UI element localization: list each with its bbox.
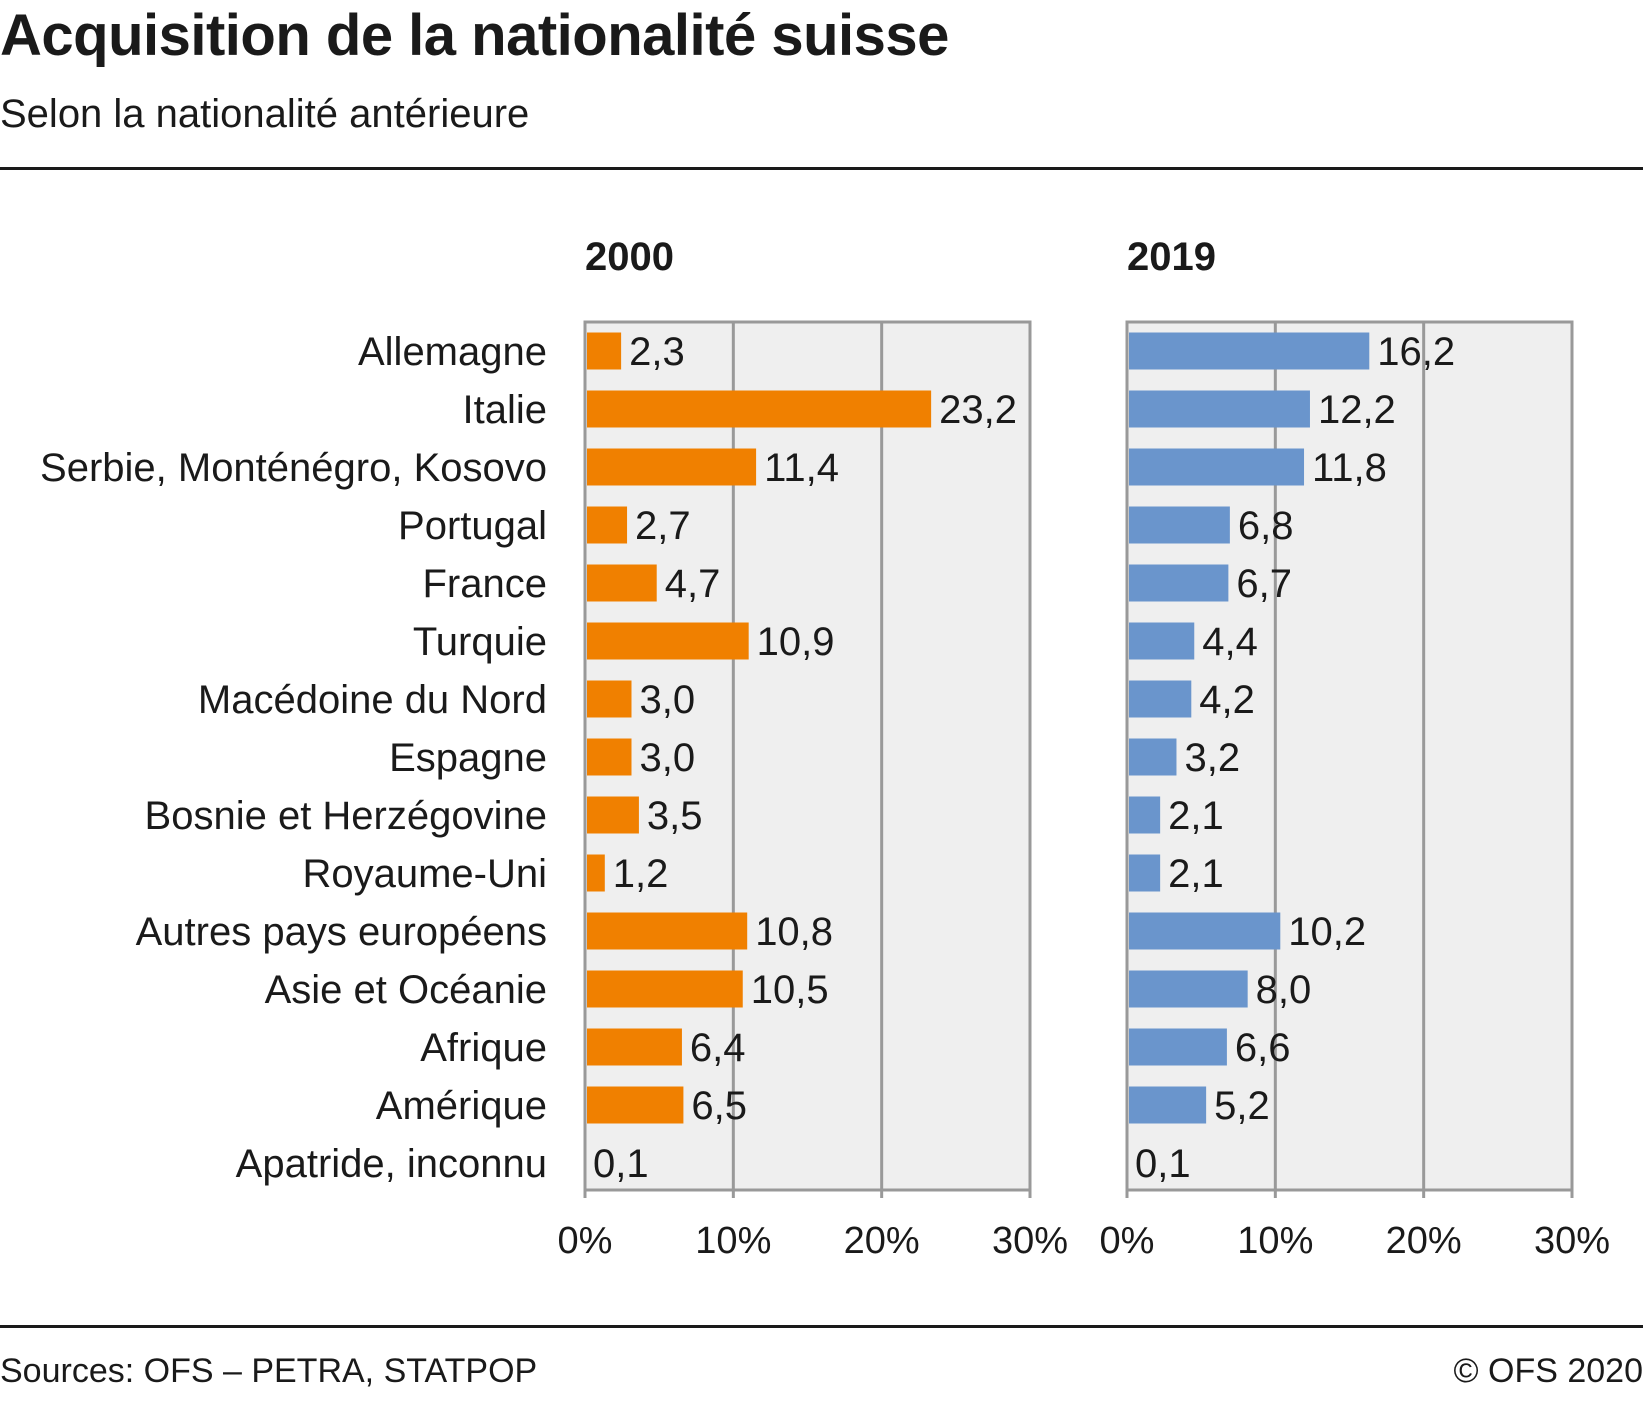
bar-2000 bbox=[587, 332, 622, 370]
value-label-2019: 6,8 bbox=[1238, 504, 1294, 548]
value-label-2000: 2,3 bbox=[629, 330, 685, 374]
category-label: Autres pays européens bbox=[136, 910, 547, 954]
bar-2019 bbox=[1129, 912, 1281, 950]
bar-2019 bbox=[1129, 1028, 1227, 1066]
value-label-2000: 1,2 bbox=[613, 852, 669, 896]
value-label-2000: 3,0 bbox=[640, 678, 696, 722]
bar-2000 bbox=[587, 448, 757, 486]
x-tick-label: 30% bbox=[1534, 1220, 1610, 1262]
bar-2000 bbox=[587, 564, 657, 602]
category-label: Royaume-Uni bbox=[302, 852, 547, 896]
value-label-2000: 10,5 bbox=[751, 968, 829, 1012]
bar-2019 bbox=[1129, 564, 1229, 602]
value-label-2019: 4,4 bbox=[1202, 620, 1258, 664]
bar-2019 bbox=[1129, 680, 1192, 718]
source-note: Sources: OFS – PETRA, STATPOP bbox=[0, 1352, 538, 1390]
value-label-2019: 6,6 bbox=[1235, 1026, 1291, 1070]
category-label: Portugal bbox=[398, 504, 547, 548]
bar-2000 bbox=[587, 680, 632, 718]
value-label-2019: 10,2 bbox=[1288, 910, 1366, 954]
copyright-note: © OFS 2020 bbox=[1453, 1352, 1643, 1390]
bar-2019 bbox=[1129, 1086, 1207, 1124]
value-label-2019: 2,1 bbox=[1168, 852, 1224, 896]
value-label-2019: 4,2 bbox=[1199, 678, 1255, 722]
value-label-2000: 11,4 bbox=[764, 446, 839, 490]
bar-2000 bbox=[587, 390, 932, 428]
value-label-2000: 6,5 bbox=[691, 1084, 747, 1128]
value-label-2019: 5,2 bbox=[1214, 1084, 1270, 1128]
category-label: Macédoine du Nord bbox=[198, 678, 547, 722]
category-label: France bbox=[423, 562, 548, 606]
value-label-2019: 12,2 bbox=[1318, 388, 1396, 432]
value-label-2000: 6,4 bbox=[690, 1026, 746, 1070]
x-tick-label: 20% bbox=[844, 1220, 920, 1262]
value-label-2000: 0,1 bbox=[593, 1142, 649, 1186]
top-divider bbox=[0, 167, 1643, 170]
category-label: Amérique bbox=[376, 1084, 547, 1128]
bar-2000 bbox=[587, 1028, 682, 1066]
bar-2019 bbox=[1129, 970, 1248, 1008]
value-label-2019: 11,8 bbox=[1312, 446, 1387, 490]
bar-chart: Allemagne Italie Serbie, Monténégro, Kosov… bbox=[40, 235, 1610, 1262]
value-label-2000: 3,5 bbox=[647, 794, 703, 838]
value-label-2000: 2,7 bbox=[635, 504, 691, 548]
category-label: Asie et Océanie bbox=[265, 968, 547, 1012]
bar-2019 bbox=[1129, 738, 1177, 776]
chart-subtitle: Selon la nationalité antérieure bbox=[0, 92, 530, 136]
category-label: Apatride, inconnu bbox=[236, 1142, 547, 1186]
category-label: Allemagne bbox=[358, 330, 547, 374]
bar-2000 bbox=[587, 912, 748, 950]
x-tick-label: 10% bbox=[695, 1220, 771, 1262]
bar-2019 bbox=[1129, 506, 1230, 544]
value-label-2019: 0,1 bbox=[1135, 1142, 1191, 1186]
bar-2019 bbox=[1129, 796, 1161, 834]
category-label: Turquie bbox=[413, 620, 547, 664]
bar-2019 bbox=[1129, 854, 1161, 892]
value-label-2019: 2,1 bbox=[1168, 794, 1224, 838]
x-tick-label: 10% bbox=[1237, 1220, 1313, 1262]
value-label-2000: 4,7 bbox=[665, 562, 721, 606]
bar-2019 bbox=[1129, 332, 1370, 370]
series-title-2019: 2019 bbox=[1127, 235, 1216, 279]
category-label: Bosnie et Herzégovine bbox=[145, 794, 547, 838]
bar-2000 bbox=[587, 796, 639, 834]
bar-2019 bbox=[1129, 622, 1195, 660]
x-tick-label: 20% bbox=[1386, 1220, 1462, 1262]
chart-title: Acquisition de la nationalité suisse bbox=[0, 3, 949, 68]
x-tick-label: 0% bbox=[558, 1220, 613, 1262]
bar-2000 bbox=[587, 622, 749, 660]
value-label-2000: 23,2 bbox=[939, 388, 1017, 432]
category-label: Espagne bbox=[389, 736, 547, 780]
value-label-2000: 10,8 bbox=[755, 910, 833, 954]
bar-2019 bbox=[1129, 390, 1310, 428]
x-tick-label: 0% bbox=[1100, 1220, 1155, 1262]
bar-2000 bbox=[587, 738, 632, 776]
bottom-divider bbox=[0, 1325, 1643, 1328]
category-label: Afrique bbox=[420, 1026, 547, 1070]
bar-2000 bbox=[587, 1086, 684, 1124]
bar-2000 bbox=[587, 506, 628, 544]
bar-2000 bbox=[587, 854, 605, 892]
value-label-2019: 6,7 bbox=[1236, 562, 1292, 606]
value-label-2019: 3,2 bbox=[1184, 736, 1240, 780]
value-label-2000: 3,0 bbox=[640, 736, 696, 780]
category-label: Serbie, Monténégro, Kosovo bbox=[40, 446, 547, 490]
x-tick-label: 30% bbox=[992, 1220, 1068, 1262]
bar-2000 bbox=[587, 970, 743, 1008]
value-label-2019: 16,2 bbox=[1377, 330, 1455, 374]
value-label-2000: 10,9 bbox=[757, 620, 835, 664]
bar-2019 bbox=[1129, 448, 1305, 486]
series-title-2000: 2000 bbox=[585, 235, 674, 279]
value-label-2019: 8,0 bbox=[1256, 968, 1312, 1012]
category-label: Italie bbox=[463, 388, 548, 432]
